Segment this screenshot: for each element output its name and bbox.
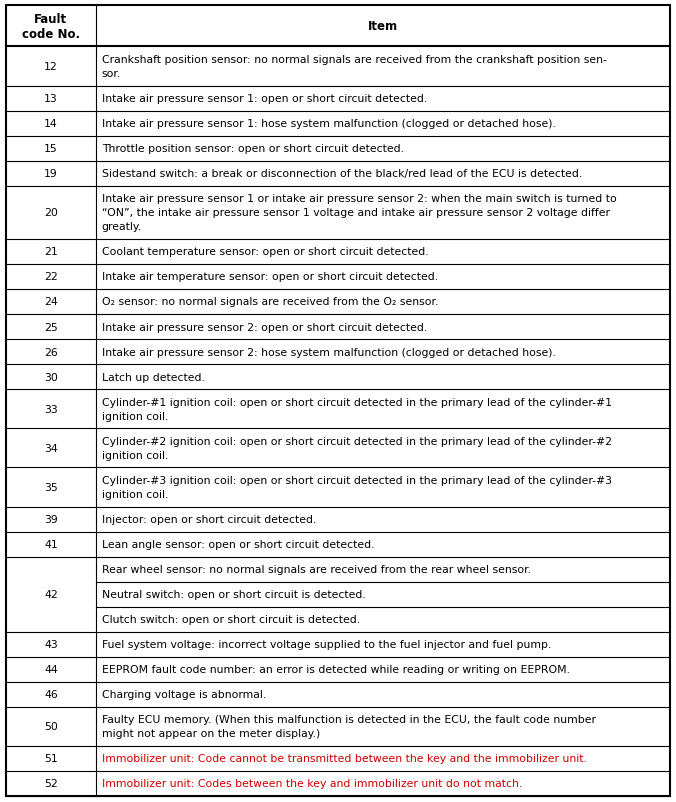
- Text: “ON”, the intake air pressure sensor 1 voltage and intake air pressure sensor 2 : “ON”, the intake air pressure sensor 1 v…: [101, 208, 610, 218]
- Text: Fault
code No.: Fault code No.: [22, 13, 80, 41]
- Text: Cylinder-#2 ignition coil: open or short circuit detected in the primary lead of: Cylinder-#2 ignition coil: open or short…: [101, 436, 612, 446]
- Text: 33: 33: [44, 404, 57, 414]
- Text: Immobilizer unit: Code cannot be transmitted between the key and the immobilizer: Immobilizer unit: Code cannot be transmi…: [101, 754, 587, 764]
- Text: Cylinder-#1 ignition coil: open or short circuit detected in the primary lead of: Cylinder-#1 ignition coil: open or short…: [101, 397, 612, 407]
- Text: Faulty ECU memory. (When this malfunction is detected in the ECU, the fault code: Faulty ECU memory. (When this malfunctio…: [101, 715, 596, 724]
- Text: Rear wheel sensor: no normal signals are received from the rear wheel sensor.: Rear wheel sensor: no normal signals are…: [101, 565, 531, 574]
- Text: Intake air pressure sensor 2: open or short circuit detected.: Intake air pressure sensor 2: open or sh…: [101, 322, 427, 332]
- Text: 39: 39: [44, 514, 57, 525]
- Text: 12: 12: [44, 62, 57, 72]
- Text: Cylinder-#3 ignition coil: open or short circuit detected in the primary lead of: Cylinder-#3 ignition coil: open or short…: [101, 476, 612, 485]
- Text: 46: 46: [44, 690, 57, 699]
- Text: Intake air pressure sensor 1: hose system malfunction (clogged or detached hose): Intake air pressure sensor 1: hose syste…: [101, 119, 556, 129]
- Text: 43: 43: [44, 639, 57, 650]
- Text: Intake air pressure sensor 2: hose system malfunction (clogged or detached hose): Intake air pressure sensor 2: hose syste…: [101, 347, 556, 357]
- Text: Crankshaft position sensor: no normal signals are received from the crankshaft p: Crankshaft position sensor: no normal si…: [101, 55, 606, 65]
- Text: 42: 42: [44, 589, 57, 599]
- Text: Throttle position sensor: open or short circuit detected.: Throttle position sensor: open or short …: [101, 144, 404, 154]
- Text: 50: 50: [44, 722, 57, 731]
- Text: Immobilizer unit: Codes between the key and immobilizer unit do not match.: Immobilizer unit: Codes between the key …: [101, 779, 522, 788]
- Text: 44: 44: [44, 664, 57, 674]
- Text: ignition coil.: ignition coil.: [101, 489, 168, 500]
- Text: 34: 34: [44, 444, 57, 453]
- Text: might not appear on the meter display.): might not appear on the meter display.): [101, 728, 320, 739]
- Text: 20: 20: [44, 208, 57, 218]
- Text: 14: 14: [44, 119, 57, 129]
- Text: 41: 41: [44, 540, 57, 549]
- Text: Clutch switch: open or short circuit is detected.: Clutch switch: open or short circuit is …: [101, 614, 360, 625]
- Text: 26: 26: [44, 347, 57, 357]
- Text: Latch up detected.: Latch up detected.: [101, 372, 205, 382]
- Text: 30: 30: [44, 372, 57, 382]
- Text: greatly.: greatly.: [101, 222, 142, 232]
- Text: ignition coil.: ignition coil.: [101, 411, 168, 421]
- Text: 21: 21: [44, 247, 57, 257]
- Text: Neutral switch: open or short circuit is detected.: Neutral switch: open or short circuit is…: [101, 589, 366, 599]
- Text: 22: 22: [44, 272, 57, 282]
- Text: Fuel system voltage: incorrect voltage supplied to the fuel injector and fuel pu: Fuel system voltage: incorrect voltage s…: [101, 639, 551, 650]
- Text: ignition coil.: ignition coil.: [101, 451, 168, 460]
- Text: Intake air pressure sensor 1 or intake air pressure sensor 2: when the main swit: Intake air pressure sensor 1 or intake a…: [101, 194, 617, 204]
- Text: 35: 35: [44, 482, 57, 492]
- Text: 25: 25: [44, 322, 57, 332]
- Text: Injector: open or short circuit detected.: Injector: open or short circuit detected…: [101, 514, 316, 525]
- Text: 52: 52: [44, 779, 57, 788]
- Text: 15: 15: [44, 144, 57, 154]
- Text: 19: 19: [44, 169, 57, 179]
- Text: EEPROM fault code number: an error is detected while reading or writing on EEPRO: EEPROM fault code number: an error is de…: [101, 664, 570, 674]
- Text: 13: 13: [44, 94, 57, 104]
- Text: Coolant temperature sensor: open or short circuit detected.: Coolant temperature sensor: open or shor…: [101, 247, 429, 257]
- Text: Item: Item: [368, 20, 398, 33]
- Text: 51: 51: [44, 754, 57, 764]
- Text: 24: 24: [44, 297, 57, 307]
- Text: Intake air pressure sensor 1: open or short circuit detected.: Intake air pressure sensor 1: open or sh…: [101, 94, 427, 104]
- Text: Charging voltage is abnormal.: Charging voltage is abnormal.: [101, 690, 266, 699]
- Text: Sidestand switch: a break or disconnection of the black/red lead of the ECU is d: Sidestand switch: a break or disconnecti…: [101, 169, 582, 179]
- Text: sor.: sor.: [101, 69, 121, 79]
- Text: Intake air temperature sensor: open or short circuit detected.: Intake air temperature sensor: open or s…: [101, 272, 438, 282]
- Text: O₂ sensor: no normal signals are received from the O₂ sensor.: O₂ sensor: no normal signals are receive…: [101, 297, 438, 307]
- Text: Lean angle sensor: open or short circuit detected.: Lean angle sensor: open or short circuit…: [101, 540, 374, 549]
